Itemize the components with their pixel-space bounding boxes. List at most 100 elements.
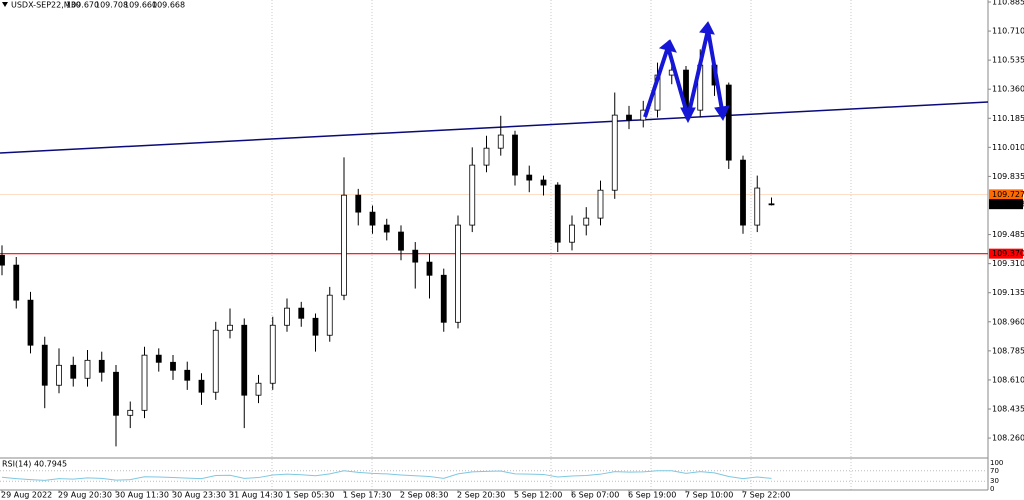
x-tick-label: 2 Sep 20:30 [457, 491, 505, 500]
candle-body [27, 299, 34, 346]
y-tick-label: 110.185 [992, 114, 1024, 123]
candle-body [13, 264, 20, 301]
candle-body [269, 324, 276, 384]
rsi-tick-label: 0 [990, 485, 994, 493]
candle-body [626, 114, 632, 121]
candle-body [583, 217, 590, 226]
y-tick-label: 110.710 [992, 27, 1024, 36]
menu-arrow[interactable] [2, 2, 8, 7]
candle-body [127, 409, 134, 416]
rsi-line [1, 470, 772, 481]
candle-body [469, 164, 476, 226]
candle-body [70, 364, 77, 379]
x-tick-label: 29 Aug 2022 [1, 491, 52, 500]
candle-body [341, 194, 347, 296]
quote-close: 109.668 [152, 1, 185, 10]
candle-body [768, 203, 775, 206]
candle-body [497, 134, 504, 149]
y-tick-label: 108.785 [992, 346, 1024, 355]
y-tick-label: 108.435 [992, 404, 1024, 413]
quote-open: 109.670 [66, 1, 99, 10]
arrowhead [658, 39, 677, 53]
candle-body [569, 224, 575, 243]
candle-body [198, 379, 205, 393]
x-tick-label: 7 Sep 10:00 [685, 491, 733, 500]
candle-body [227, 324, 233, 331]
x-tick-label: 7 Sep 22:00 [742, 491, 790, 500]
x-tick-label: 2 Sep 08:30 [400, 491, 448, 500]
candle-body [141, 354, 148, 411]
candle-body [98, 359, 105, 373]
price-box-label: 109.727 [992, 190, 1024, 199]
m-pattern-arrows [643, 21, 730, 124]
candle-body [84, 359, 91, 379]
y-tick-label: 110.360 [992, 85, 1024, 94]
y-tick-label: 108.260 [992, 434, 1024, 443]
candle-body [740, 159, 746, 226]
candle-body [597, 189, 604, 219]
rsi-label: RSI(14) 40.7945 [2, 460, 67, 469]
candle-body [312, 317, 319, 336]
candle-body [241, 324, 248, 396]
x-tick-label: 30 Aug 23:30 [172, 491, 226, 500]
candle-body [526, 174, 533, 181]
candle-body [426, 261, 433, 276]
candle-body [298, 307, 305, 319]
y-tick-label: 108.610 [992, 375, 1024, 384]
y-tick-label: 108.960 [992, 317, 1024, 326]
candle-body [113, 371, 119, 416]
candle-body [0, 254, 5, 266]
x-tick-label: 6 Sep 07:00 [571, 491, 619, 500]
x-tick-label: 31 Aug 14:30 [229, 491, 283, 500]
price-box [989, 248, 1023, 259]
candle-body [540, 179, 547, 186]
rsi-tick-label: 100 [990, 459, 1003, 467]
candle-body [56, 364, 62, 386]
candle-body [483, 147, 490, 166]
candle-body [554, 184, 561, 243]
symbol-title: USDX-SEP22,M30 [11, 1, 81, 10]
x-tick-label: 30 Aug 11:30 [115, 491, 169, 500]
candle-body [284, 307, 290, 326]
candle-body [369, 211, 376, 226]
candle-body [155, 354, 162, 363]
candle-body [412, 249, 419, 263]
arrowhead [699, 21, 715, 35]
candle-body [184, 369, 191, 381]
price-box-label: 109.668 [992, 200, 1024, 209]
candle-body [383, 224, 390, 233]
y-tick-label: 109.135 [992, 288, 1024, 297]
y-tick-label: 110.535 [992, 56, 1024, 65]
price-box-label: 109.370 [992, 249, 1024, 258]
y-tick-label: 109.310 [992, 259, 1024, 268]
price-box [989, 199, 1023, 210]
y-tick-label: 110.010 [992, 143, 1024, 152]
y-tick-label: 109.835 [992, 172, 1024, 181]
y-tick-label: 109.485 [992, 230, 1024, 239]
arrowhead [714, 105, 730, 122]
candle-body [398, 231, 404, 251]
x-tick-label: 1 Sep 05:30 [286, 491, 334, 500]
x-tick-label: 5 Sep 12:00 [514, 491, 562, 500]
candle-body [754, 187, 761, 226]
x-tick-label: 29 Aug 20:30 [58, 491, 112, 500]
rsi-tick-label: 30 [990, 477, 999, 485]
candle-body [170, 361, 176, 371]
candle-body [455, 224, 461, 323]
candle-body [440, 274, 447, 323]
candle-body [255, 382, 262, 396]
candle-body [212, 329, 219, 393]
candle-body [326, 294, 333, 336]
x-tick-label: 1 Sep 17:30 [343, 491, 391, 500]
x-tick-label: 6 Sep 19:00 [628, 491, 676, 500]
quote-low: 109.660 [124, 1, 157, 10]
candle-body [611, 114, 618, 191]
candle-body [512, 134, 518, 176]
trend-line [0, 101, 989, 154]
candle-body [41, 344, 48, 386]
day-separators [271, 0, 852, 490]
y-tick-label: 110.885 [992, 0, 1024, 6]
